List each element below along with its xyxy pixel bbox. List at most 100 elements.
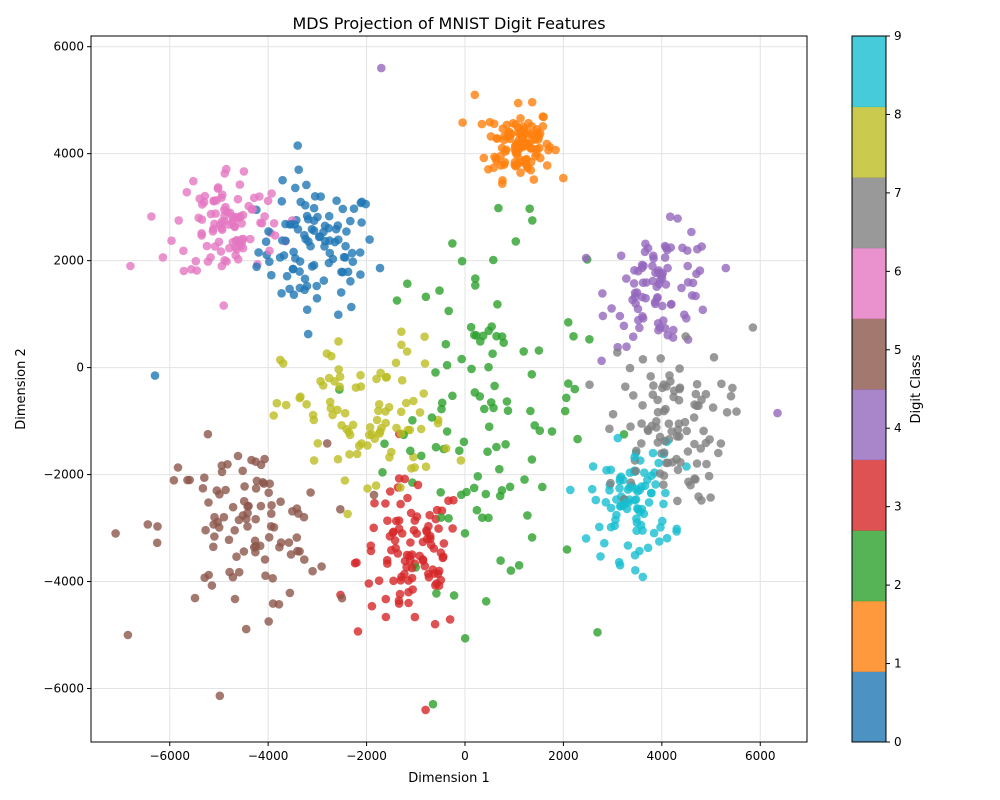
data-point-digit-2	[478, 513, 487, 522]
data-point-digit-8	[308, 410, 318, 420]
data-point-digit-2	[471, 281, 480, 290]
data-point-digit-8	[416, 424, 426, 434]
colorbar-tick-label: 4	[894, 421, 902, 435]
data-point-digit-5	[256, 501, 266, 511]
data-point-digit-3	[391, 516, 401, 526]
data-point-digit-5	[152, 538, 162, 548]
data-point-digit-5	[267, 509, 276, 518]
data-point-digit-2	[494, 203, 503, 213]
data-point-digit-8	[363, 441, 372, 450]
data-point-digit-8	[313, 439, 323, 448]
data-point-digit-5	[306, 488, 315, 497]
data-point-digit-8	[327, 351, 336, 361]
colorbar-segment-5	[852, 318, 886, 390]
data-point-digit-4	[581, 253, 591, 263]
data-point-digit-4	[629, 279, 639, 288]
x-tick-label: −2000	[346, 749, 387, 763]
data-point-digit-9	[643, 543, 653, 553]
data-point-digit-9	[591, 495, 601, 505]
data-point-digit-0	[294, 165, 304, 174]
data-point-digit-4	[677, 283, 686, 293]
data-point-digit-3	[385, 487, 395, 496]
data-point-digit-1	[532, 131, 542, 140]
data-point-digit-9	[649, 528, 659, 538]
data-point-digit-2	[585, 335, 594, 344]
data-point-digit-9	[630, 452, 639, 462]
data-point-digit-5	[111, 529, 120, 538]
data-point-digit-2	[484, 513, 493, 523]
data-point-digit-9	[661, 488, 670, 498]
data-point-digit-0	[320, 221, 330, 231]
data-point-digit-0	[341, 241, 350, 251]
data-point-digit-9	[672, 524, 681, 534]
data-point-digit-7	[647, 421, 657, 431]
data-point-digit-3	[412, 512, 422, 521]
data-point-digit-3	[381, 499, 390, 508]
data-point-digit-5	[308, 566, 317, 576]
y-axis-ticks: −6000 −4000 −2000 0 2000 4000 6000	[43, 40, 91, 696]
data-point-digit-8	[396, 407, 406, 417]
data-point-digit-7	[704, 471, 714, 481]
data-point-digit-8	[326, 403, 336, 413]
data-point-digit-6	[202, 241, 212, 251]
data-point-digit-0	[307, 262, 317, 271]
colorbar-segment-8	[852, 106, 886, 178]
data-point-digit-6	[189, 176, 198, 186]
data-point-digit-2	[481, 489, 491, 499]
data-point-digit-0	[349, 204, 359, 213]
colorbar-segment-9	[852, 36, 886, 108]
data-point-digit-9	[655, 537, 664, 546]
data-point-digit-9	[632, 518, 642, 527]
data-point-digit-0	[336, 288, 346, 297]
data-point-digit-2	[442, 360, 452, 370]
data-point-digit-5	[268, 574, 278, 583]
data-point-digit-2	[490, 381, 499, 391]
data-point-digit-1	[490, 152, 499, 162]
data-point-digit-4	[631, 299, 640, 308]
data-point-digit-2	[472, 505, 482, 515]
data-point-digit-4	[628, 332, 638, 342]
data-point-digit-9	[631, 495, 641, 504]
y-tick-label: 6000	[53, 40, 84, 54]
colorbar-tick-label: 8	[894, 107, 902, 121]
data-point-digit-9	[638, 572, 648, 582]
data-point-digit-1	[501, 147, 510, 156]
data-point-digit-0	[342, 227, 351, 236]
data-point-digit-4	[698, 305, 708, 315]
data-point-digit-9	[644, 498, 654, 507]
data-point-digit-9	[619, 501, 628, 511]
colorbar-label: Digit Class	[909, 354, 924, 423]
data-point-digit-2	[497, 486, 507, 495]
data-point-digit-8	[420, 332, 429, 342]
data-point-digit-7	[676, 458, 685, 467]
data-point-digit-0	[265, 257, 274, 267]
data-point-digit-2	[457, 354, 467, 364]
data-point-digit-1	[542, 139, 552, 149]
y-tick-label: 2000	[53, 254, 84, 268]
data-point-digit-8	[335, 382, 345, 392]
data-point-digit-7	[631, 466, 641, 476]
data-point-digit-7	[637, 439, 646, 448]
data-point-digit-2	[535, 426, 545, 436]
data-point-digit-4	[721, 263, 731, 273]
data-point-digit-4	[669, 325, 678, 335]
data-point-digit-6	[260, 212, 269, 221]
data-point-digit-5	[276, 538, 286, 547]
data-point-digit-4	[607, 304, 616, 313]
data-point-digit-8	[334, 365, 344, 374]
data-point-digit-5	[251, 457, 260, 467]
data-point-digit-2	[432, 589, 441, 598]
colorbar-segment-0	[852, 671, 886, 743]
data-point-digit-0	[346, 216, 355, 226]
data-point-digit-2	[427, 413, 437, 422]
data-point-digit-2	[448, 391, 457, 401]
data-point-digit-3	[400, 474, 410, 484]
data-point-digit-7	[689, 413, 699, 422]
data-point-digit-9	[615, 473, 625, 483]
data-point-digit-3	[407, 573, 417, 583]
data-point-digit-3	[407, 563, 417, 573]
data-point-digit-0	[278, 175, 287, 185]
data-point-digit-7	[656, 354, 665, 363]
data-point-digit-7	[638, 355, 648, 364]
data-point-digit-0	[330, 237, 340, 247]
